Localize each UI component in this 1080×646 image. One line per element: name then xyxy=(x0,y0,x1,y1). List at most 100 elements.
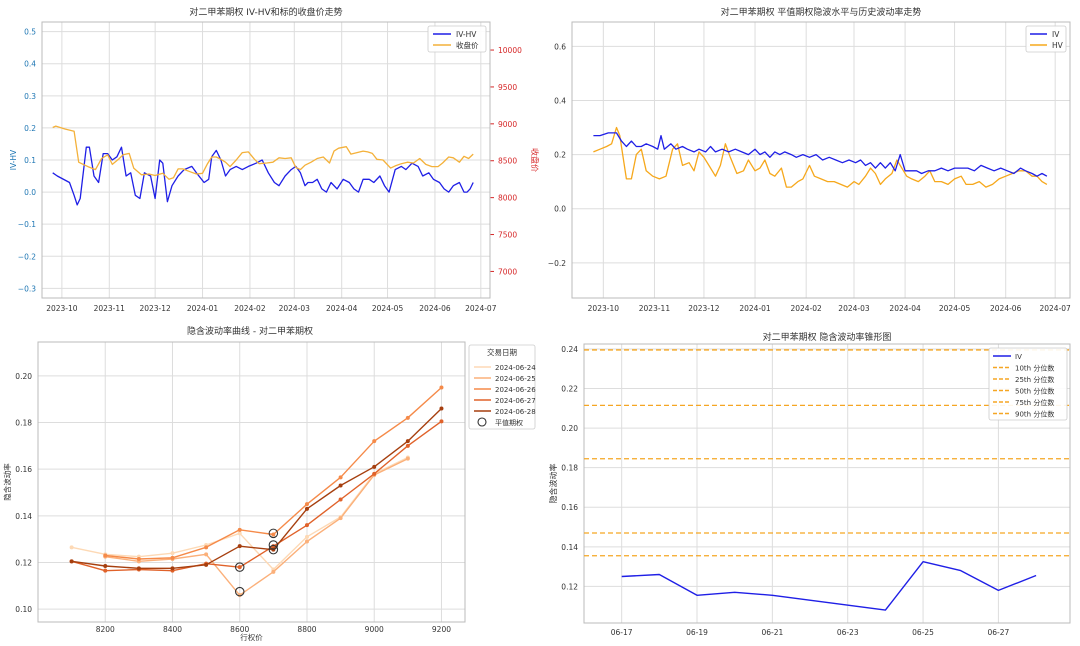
x-tick-label: 9200 xyxy=(432,625,451,634)
plot-frame xyxy=(37,341,466,623)
hv-line xyxy=(593,126,1048,188)
legend-label: 90th 分位数 xyxy=(1015,410,1054,419)
iv-smile-chart: 0.10 0.12 0.14 0.16 0.18 0.20 8200 8400 8600 8800… xyxy=(2,325,536,642)
y-tick-label: 0.22 xyxy=(561,385,578,394)
y-tick-label: 0.16 xyxy=(15,465,32,474)
y-tick-label: −0.1 xyxy=(18,220,36,229)
smile-point xyxy=(338,516,343,521)
smile-point xyxy=(405,456,410,461)
smile-point xyxy=(405,443,410,448)
smile-point xyxy=(439,385,444,390)
iv-line xyxy=(593,132,1048,177)
x-tick-label: 2023-11 xyxy=(94,304,126,313)
smile-point xyxy=(304,523,309,528)
y-tick-label: −0.2 xyxy=(18,252,36,261)
y-tick-label: 0.6 xyxy=(554,42,566,51)
legend-label: IV xyxy=(1015,353,1022,361)
smile-point xyxy=(103,564,108,568)
y-axis-label: IV-HV xyxy=(9,149,18,170)
legend-label: 50th 分位数 xyxy=(1015,387,1054,396)
chart-title: 隐含波动率曲线 - 对二甲苯期权 xyxy=(187,325,313,337)
smile-point xyxy=(237,531,242,536)
smile-point xyxy=(304,539,309,544)
atm-iv-hv-chart: −0.2 0.0 0.2 0.4 0.6 2023-10 2023-11 2023-12 202… xyxy=(548,6,1071,313)
x-tick-label: 2023-11 xyxy=(639,304,671,313)
atm-marker xyxy=(234,562,245,572)
smile-point xyxy=(237,565,242,570)
atm-marker xyxy=(268,544,279,555)
y-tick-label: 0.18 xyxy=(15,419,32,428)
y-tick-label: 0.0 xyxy=(24,188,36,197)
y-tick-label: 0.16 xyxy=(561,503,578,512)
y-tick-label: 0.4 xyxy=(554,96,566,105)
x-tick-label: 2023-12 xyxy=(139,304,171,313)
y2-tick-label: 7500 xyxy=(498,231,517,240)
legend-label: 2024-06-27 xyxy=(495,397,536,405)
x-tick-label: 2024-02 xyxy=(790,304,822,313)
y-axis-label: 隐含波动率 xyxy=(2,463,12,501)
smile-point xyxy=(372,439,377,444)
x-tick-label: 8600 xyxy=(230,625,249,634)
x-tick-label: 2024-02 xyxy=(234,304,266,313)
iv-hv-line xyxy=(52,146,474,206)
smile-point xyxy=(204,552,209,557)
y-tick-label: −0.2 xyxy=(548,259,566,268)
chart-title: 对二甲苯期权 平值期权隐波水平与历史波动率走势 xyxy=(721,6,922,18)
smile-point xyxy=(170,551,175,556)
smile-point xyxy=(439,419,444,424)
chart-title: 对二甲苯期权 IV-HV和标的收盘价走势 xyxy=(189,6,342,18)
smile-point xyxy=(372,464,377,469)
atm-marker xyxy=(268,528,279,539)
x-tick-label: 06-25 xyxy=(912,628,934,637)
x-tick-label: 8800 xyxy=(297,625,316,634)
smile-point xyxy=(304,534,309,539)
y-tick-label: 0.2 xyxy=(24,124,36,133)
smile-point xyxy=(271,532,276,537)
x-tick-label: 2024-01 xyxy=(739,304,771,313)
y-tick-label: 0.2 xyxy=(554,151,566,160)
smile-point xyxy=(237,544,242,549)
smile-point xyxy=(204,545,209,550)
legend-label: HV xyxy=(1052,41,1064,50)
legend-label: 2024-06-28 xyxy=(495,408,536,416)
smile-point xyxy=(304,502,309,507)
smile-point xyxy=(439,406,444,411)
y-tick-label: 0.14 xyxy=(561,543,578,552)
x-tick-label: 2024-06 xyxy=(419,304,451,313)
iv-cone-chart: 0.12 0.14 0.16 0.18 0.20 0.22 0.24 06-17 06-19 06… xyxy=(548,331,1071,637)
smile-point xyxy=(304,506,309,511)
smile-point xyxy=(69,545,74,550)
legend-label: 收盘价 xyxy=(456,40,479,50)
legend-label: 2024-06-25 xyxy=(495,375,536,383)
y-tick-label: 0.10 xyxy=(15,605,32,614)
smile-point xyxy=(136,566,141,571)
smile-point xyxy=(372,471,377,476)
smile-line-2024-06-28 xyxy=(71,407,442,569)
y2-tick-label: 10000 xyxy=(498,46,522,55)
legend-swatch xyxy=(477,417,487,427)
y2-tick-label: 7000 xyxy=(498,267,517,276)
legend-label: 75th 分位数 xyxy=(1015,398,1054,407)
smile-point xyxy=(405,415,410,420)
iv-cone-line xyxy=(621,561,1037,611)
smile-point xyxy=(103,568,108,573)
legend-label: 平值期权 xyxy=(495,418,523,427)
legend-title: 交易日期 xyxy=(487,347,517,357)
y-tick-label: 0.24 xyxy=(561,345,578,354)
legend-label: 10th 分位数 xyxy=(1015,364,1054,373)
smile-point xyxy=(204,562,209,567)
y-tick-label: 0.20 xyxy=(15,372,32,381)
x-tick-label: 8400 xyxy=(163,625,182,634)
y-tick-label: 0.12 xyxy=(15,559,32,568)
y2-axis-label: 收盘价 xyxy=(530,148,540,172)
x-tick-label: 2023-10 xyxy=(588,304,620,313)
y2-tick-label: 8500 xyxy=(498,157,517,166)
x-tick-label: 06-19 xyxy=(686,628,708,637)
x-tick-label: 2024-03 xyxy=(279,304,311,313)
y-tick-label: 0.18 xyxy=(561,464,578,473)
y-tick-label: 0.1 xyxy=(24,156,36,165)
legend-label: IV-HV xyxy=(456,30,477,39)
iv-hv-price-chart: −0.3 −0.2 −0.1 0.0 0.1 0.2 0.3 0.4 0.5 2023-10 202… xyxy=(9,6,540,313)
legend-label: IV xyxy=(1052,30,1060,39)
